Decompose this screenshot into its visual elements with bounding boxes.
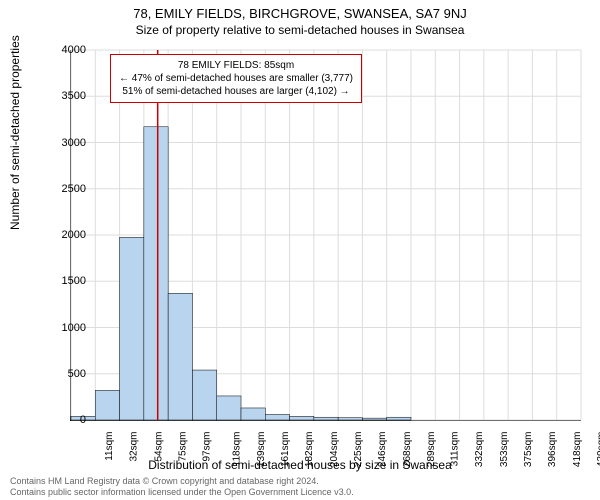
y-tick: 3000 — [62, 137, 86, 149]
x-tick: 54sqm — [153, 432, 164, 462]
y-tick: 2000 — [62, 229, 86, 241]
annotation-line2: ← 47% of semi-detached houses are smalle… — [119, 72, 353, 85]
chart-container: 78, EMILY FIELDS, BIRCHGROVE, SWANSEA, S… — [0, 0, 600, 500]
x-tick: 75sqm — [178, 432, 189, 462]
bar — [120, 237, 144, 420]
footer-line2: Contains public sector information licen… — [10, 487, 354, 498]
bar — [168, 293, 192, 420]
annotation-line3: 51% of semi-detached houses are larger (… — [119, 85, 353, 98]
y-tick: 3500 — [62, 90, 86, 102]
bar — [217, 396, 241, 420]
y-tick: 1000 — [62, 322, 86, 334]
x-tick: 11sqm — [104, 432, 115, 461]
chart-subtitle: Size of property relative to semi-detach… — [0, 21, 600, 37]
y-tick: 2500 — [62, 183, 86, 195]
annotation-box: 78 EMILY FIELDS: 85sqm ← 47% of semi-det… — [110, 54, 362, 103]
x-tick: 97sqm — [202, 432, 213, 462]
chart-svg — [71, 50, 581, 420]
x-tick: 32sqm — [129, 432, 140, 462]
bar — [265, 414, 289, 420]
bar — [387, 417, 411, 420]
y-tick: 500 — [68, 368, 86, 380]
footer-line1: Contains HM Land Registry data © Crown c… — [10, 476, 354, 487]
annotation-line1: 78 EMILY FIELDS: 85sqm — [119, 59, 353, 72]
bar — [144, 127, 168, 420]
y-axis-label: Number of semi-detached properties — [8, 35, 22, 230]
bar — [290, 416, 314, 420]
bar — [338, 418, 362, 420]
bar — [192, 370, 216, 420]
y-tick: 0 — [80, 414, 86, 426]
chart-title: 78, EMILY FIELDS, BIRCHGROVE, SWANSEA, S… — [0, 0, 600, 21]
y-tick: 1500 — [62, 275, 86, 287]
bar — [241, 408, 265, 420]
bar — [314, 417, 338, 420]
plot-area — [70, 50, 581, 421]
bar — [95, 390, 119, 420]
y-tick: 4000 — [62, 44, 86, 56]
x-axis-label: Distribution of semi-detached houses by … — [0, 458, 600, 472]
bar — [362, 418, 386, 420]
footer: Contains HM Land Registry data © Crown c… — [10, 476, 354, 498]
